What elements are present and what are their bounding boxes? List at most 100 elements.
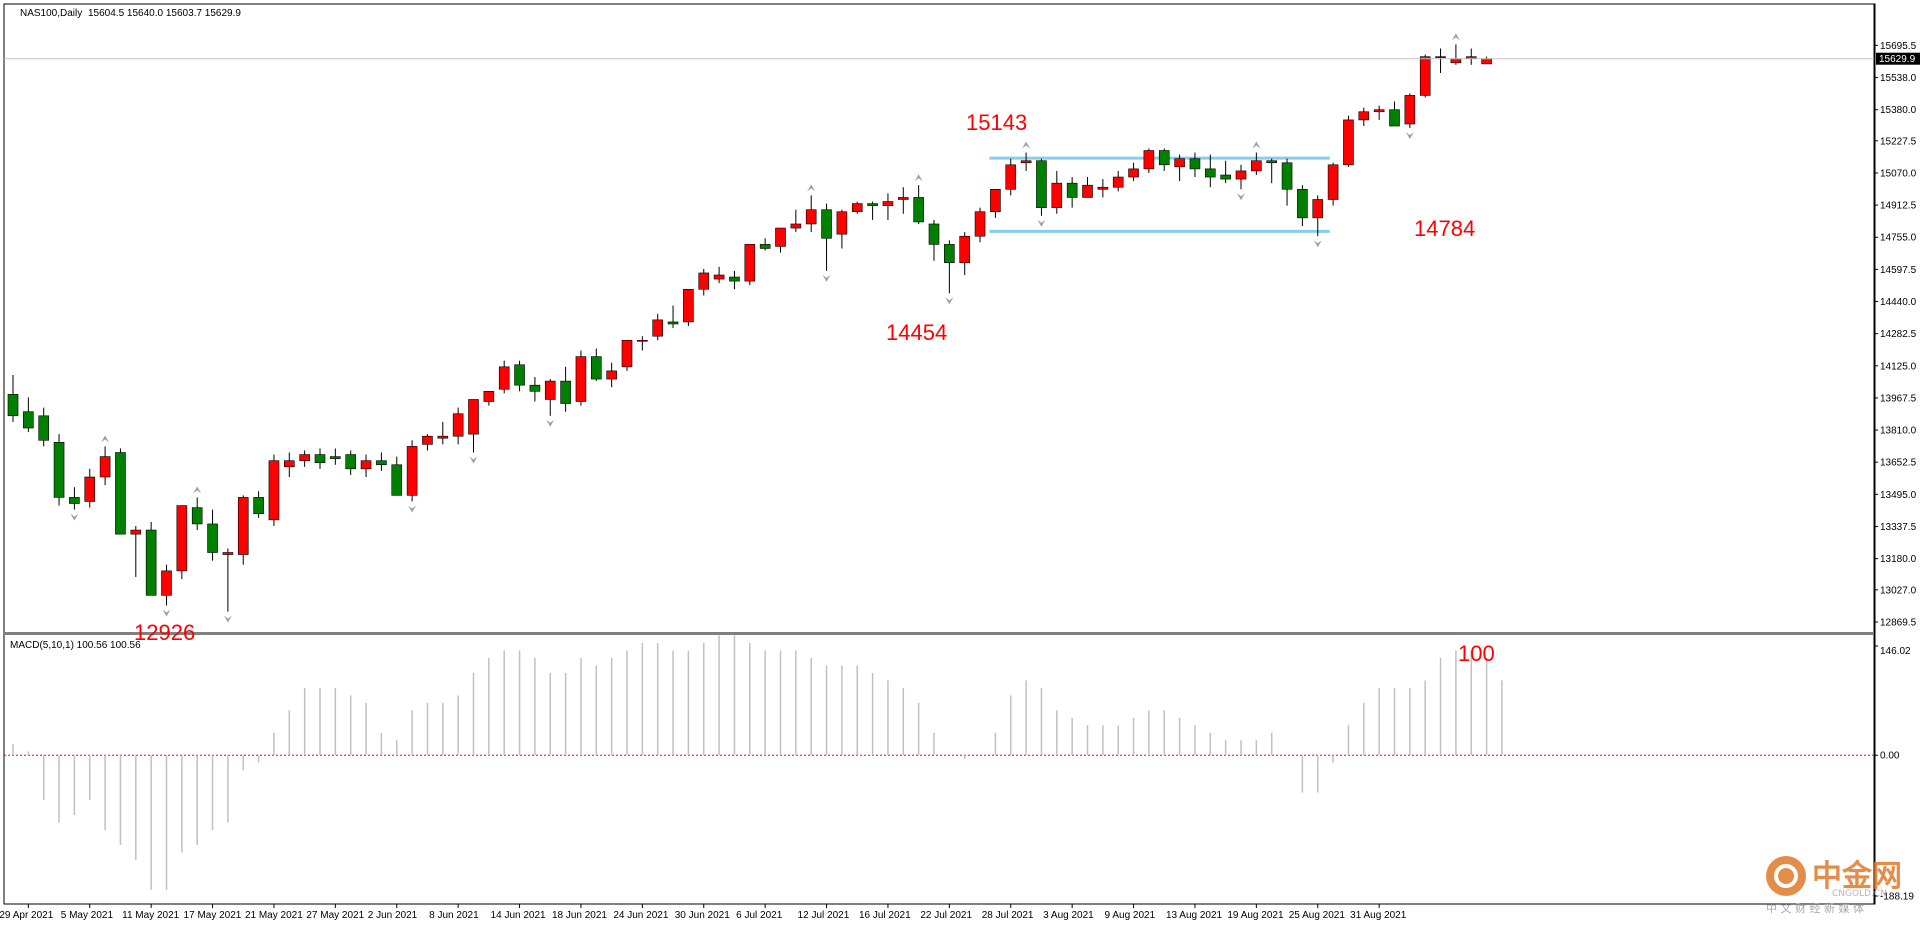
candle-up [1174, 158, 1185, 168]
candle-up [713, 274, 725, 280]
fractal-down-icon [162, 609, 171, 617]
fractal-down-icon [408, 505, 417, 513]
candle-up [1097, 186, 1109, 190]
candle-down [667, 321, 679, 325]
candle-up [606, 370, 617, 380]
candle-up [897, 197, 909, 200]
fractal-up-icon [914, 174, 923, 182]
time-tick-label: 22 Jul 2021 [920, 910, 972, 921]
fractal-up-icon [101, 435, 110, 443]
candle-up [176, 505, 188, 572]
macd-axis-ticks: 146.02 0.00 -188.19 [1874, 645, 1914, 903]
candle-up [299, 454, 310, 461]
candle-down [314, 454, 326, 464]
candle-down [1066, 182, 1078, 198]
candle-down [514, 364, 525, 386]
candle-up [544, 380, 556, 400]
annotation-high: 15143 [966, 110, 1027, 135]
fractal-down-icon [546, 419, 555, 427]
price-tick-label: 13810.0 [1880, 426, 1917, 437]
candle-up [1358, 111, 1370, 121]
candle-down [345, 454, 357, 470]
time-tick-label: 14 Jun 2021 [491, 910, 546, 921]
candle-up [652, 319, 664, 337]
candle-up [974, 211, 986, 237]
candle-down [69, 497, 80, 504]
time-tick-label: 24 Jun 2021 [613, 910, 668, 921]
fractal-down-icon [945, 297, 954, 305]
fractal-up-icon [807, 184, 816, 192]
watermark-logo-inner [1774, 864, 1798, 888]
candle-down [529, 384, 541, 392]
candle-up [790, 223, 802, 229]
price-tick-label: 13027.0 [1880, 585, 1917, 596]
candle-down [23, 411, 34, 429]
candle-down [1281, 162, 1293, 190]
chart-frame [3, 3, 1876, 905]
time-tick-label: 3 Aug 2021 [1043, 910, 1094, 921]
candle-down [145, 529, 157, 596]
candle-up [452, 413, 464, 437]
candle-up [1343, 119, 1354, 166]
candle-down [7, 394, 19, 417]
candle-down [1389, 109, 1400, 127]
price-tick-label: 13180.0 [1880, 554, 1917, 565]
candle-up [283, 460, 295, 468]
candle-up [360, 460, 372, 470]
candlesticks [7, 44, 1492, 612]
candle-up [222, 552, 234, 555]
fractal-down-icon [223, 615, 232, 623]
candle-up [1404, 95, 1416, 125]
candle-up [851, 203, 863, 213]
price-tick-label: 13337.5 [1880, 522, 1917, 533]
last-price-box [1876, 52, 1920, 65]
price-tick-label: 14282.5 [1880, 329, 1917, 340]
fractal-down-icon [1037, 219, 1046, 227]
time-tick-label: 28 Jul 2021 [982, 910, 1034, 921]
time-tick-label: 13 Aug 2021 [1166, 910, 1223, 921]
candle-down [560, 380, 571, 404]
candle-up [683, 288, 694, 323]
candle-up [621, 339, 633, 368]
candle-up [268, 460, 280, 521]
candle-down [1158, 150, 1170, 166]
candle-down [330, 456, 341, 459]
candle-up [437, 435, 449, 439]
candle-up [99, 456, 111, 478]
price-axis-ticks: 15695.5 15538.0 15380.0 15227.5 15070.0 14912… [1874, 41, 1917, 628]
fractal-down-icon [70, 513, 79, 521]
candle-down [1189, 158, 1201, 170]
candle-down [944, 244, 955, 264]
price-tick-label: 15070.0 [1880, 168, 1917, 179]
time-tick-label: 17 May 2021 [184, 910, 242, 921]
price-tick-label: 15695.5 [1880, 41, 1917, 52]
candle-down [1036, 160, 1047, 208]
watermark: 中金网 CNGOLD.CN 中 文 财 经 新 媒 体 [1766, 856, 1902, 915]
price-tick-label: 13652.5 [1880, 458, 1917, 469]
watermark-title: 中金网 [1812, 859, 1902, 894]
candle-up [1373, 109, 1385, 113]
candle-up [775, 227, 786, 247]
annotation-support: 14784 [1414, 216, 1475, 241]
candle-up [1481, 58, 1492, 65]
macd-histogram [4, 635, 1874, 890]
time-tick-label: 2 Jun 2021 [368, 910, 418, 921]
candle-up [1312, 199, 1324, 219]
candle-up [1082, 184, 1093, 198]
candle-up [406, 446, 418, 496]
candle-up [1235, 170, 1247, 180]
macd-tick-label: 146.02 [1880, 646, 1911, 657]
candle-up [1005, 164, 1017, 190]
candle-down [115, 452, 126, 535]
candle-up [1051, 182, 1063, 208]
time-tick-label: 5 May 2021 [61, 910, 114, 921]
candle-up [1143, 150, 1155, 170]
time-tick-label: 9 Aug 2021 [1105, 910, 1156, 921]
macd-title: MACD(5,10,1) 100.56 100.56 [10, 640, 141, 651]
candle-up [468, 399, 479, 435]
price-tick-label: 14912.5 [1880, 201, 1917, 212]
time-tick-label: 11 May 2021 [122, 910, 180, 921]
candle-down [729, 276, 740, 282]
candle-up [1128, 168, 1139, 178]
